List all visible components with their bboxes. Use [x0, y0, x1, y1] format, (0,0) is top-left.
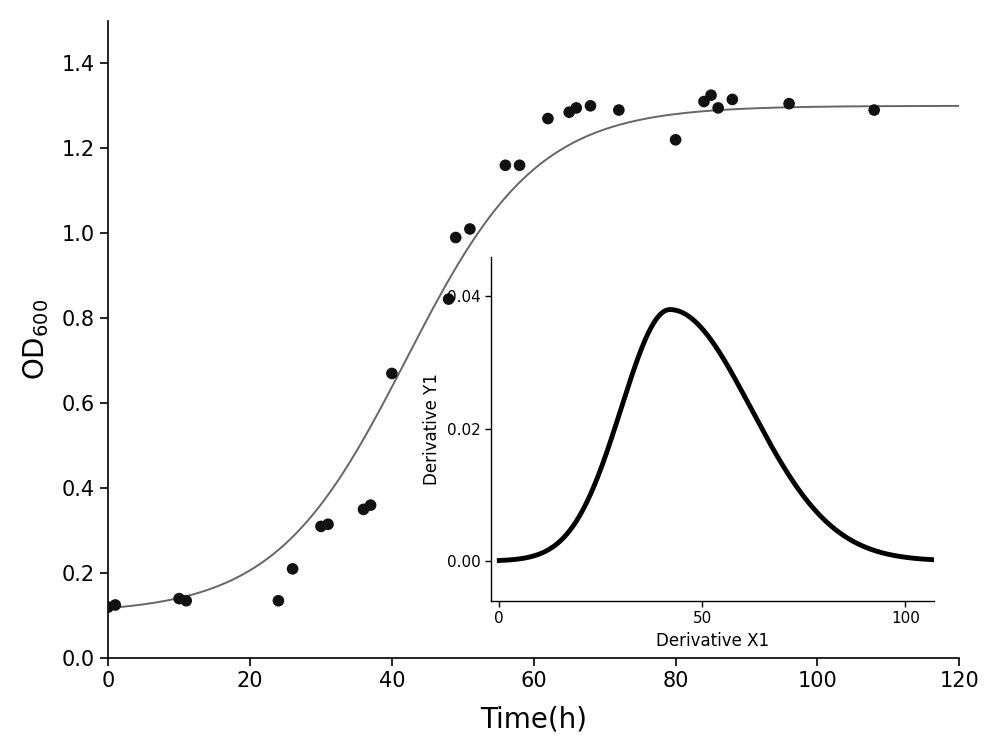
Point [724, 93, 740, 106]
Point [668, 133, 684, 146]
Point [497, 159, 513, 171]
Point [441, 293, 457, 305]
Point [611, 104, 627, 116]
Point [696, 96, 712, 108]
Point [285, 562, 301, 575]
Point [781, 98, 797, 110]
X-axis label: Time(h): Time(h) [480, 705, 587, 733]
Point [313, 520, 329, 532]
Point [568, 102, 584, 114]
Point [320, 518, 336, 530]
Point [703, 89, 719, 101]
Point [448, 231, 464, 244]
Y-axis label: OD$_{600}$: OD$_{600}$ [21, 299, 51, 380]
Point [171, 593, 187, 605]
Point [540, 112, 556, 124]
Point [178, 595, 194, 607]
Point [384, 367, 400, 379]
Point [356, 504, 372, 516]
Point [363, 499, 379, 511]
Point [866, 104, 882, 116]
Point [582, 100, 598, 112]
Point [512, 159, 528, 171]
Point [710, 102, 726, 114]
Point [270, 595, 286, 607]
Point [107, 599, 123, 611]
Point [561, 106, 577, 118]
Point [462, 223, 478, 235]
Point [100, 601, 116, 613]
